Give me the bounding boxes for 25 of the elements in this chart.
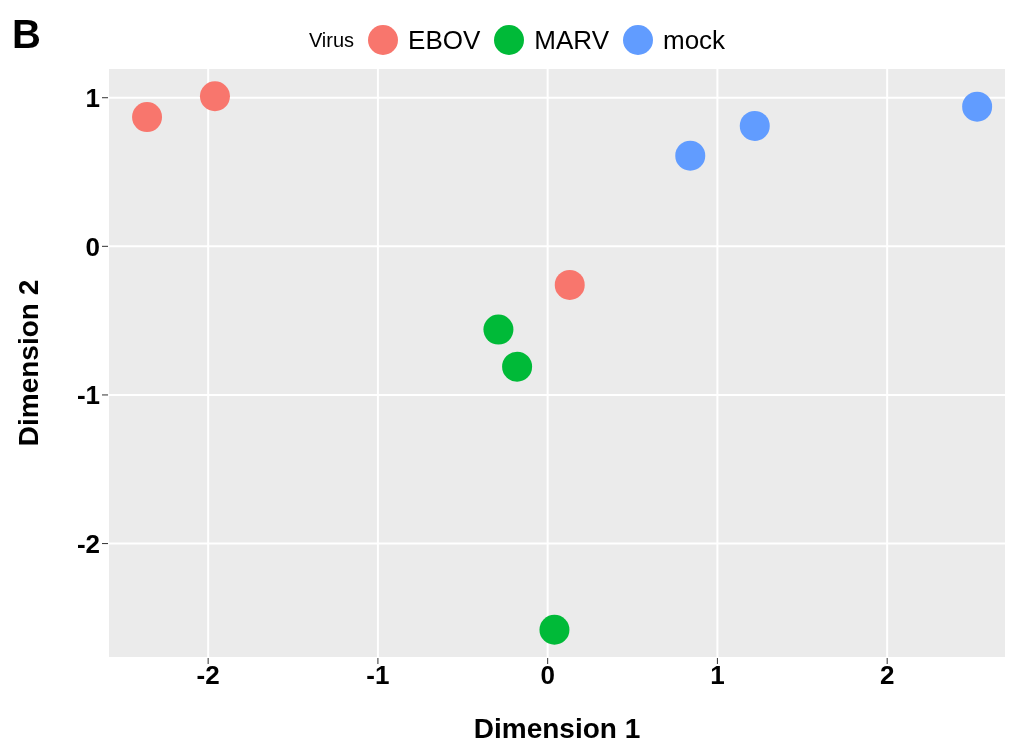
legend-label: MARV [534,24,609,56]
point [132,102,163,133]
legend-label: EBOV [408,24,481,56]
y-axis-title: Dimension 2 [12,279,44,447]
point [962,91,993,122]
text: B [12,12,41,57]
y-tick-label: -2 [76,528,100,559]
y-tick-label: -1 [76,380,100,411]
y-tick-label: 1 [85,82,100,113]
point [502,351,533,382]
point [554,269,585,300]
point [675,140,706,171]
point [739,110,770,141]
y-tick-label: 0 [85,231,100,262]
point [199,81,230,112]
legend-title: Virus [308,28,355,52]
point [483,314,514,345]
x-tick-label: -2 [196,660,220,691]
x-tick-label: -1 [366,660,390,691]
x-tick-label: 0 [540,660,555,691]
point [539,614,570,645]
x-axis-title: Dimension 1 [473,713,641,744]
x-tick-label: 2 [879,660,895,691]
legend-label: mock [663,24,726,56]
x-tick-label: 1 [710,660,725,691]
